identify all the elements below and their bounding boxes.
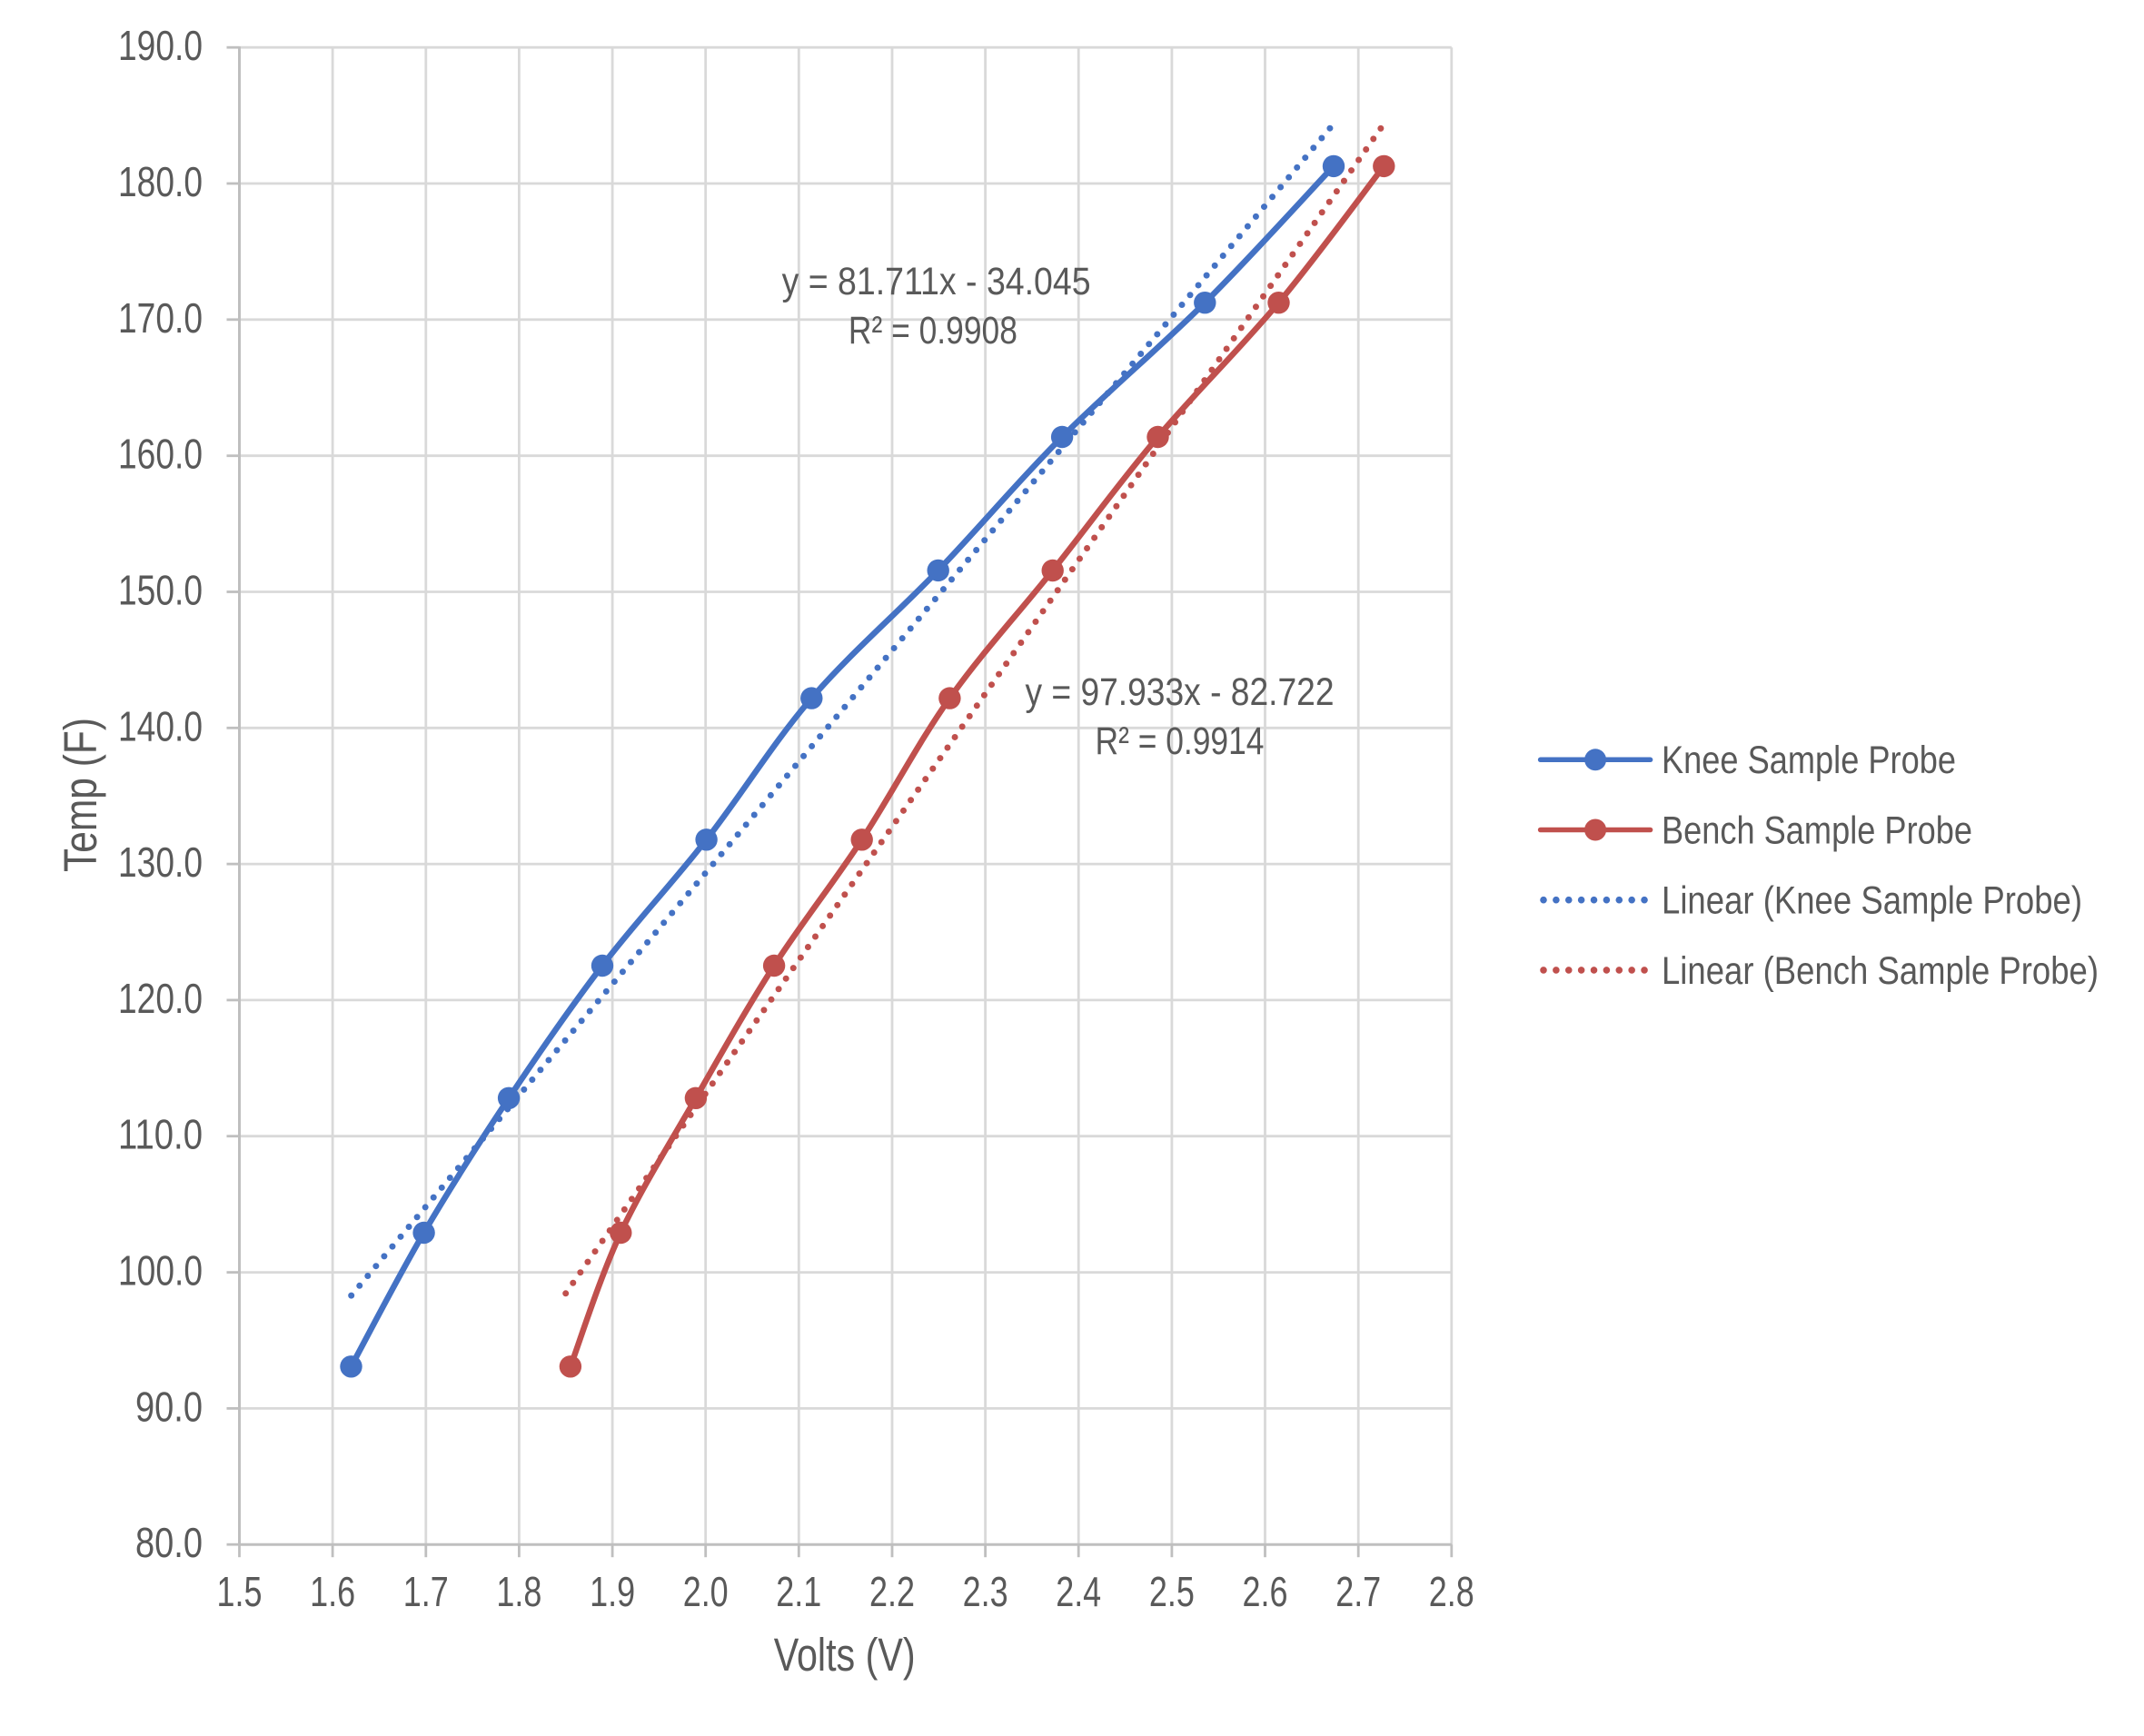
svg-text:y = 81.711x - 34.045: y = 81.711x - 34.045 bbox=[782, 260, 1091, 303]
svg-text:Temp (F): Temp (F) bbox=[55, 718, 106, 872]
svg-text:190.0: 190.0 bbox=[118, 22, 203, 69]
svg-text:2.8: 2.8 bbox=[1429, 1568, 1474, 1615]
svg-text:120.0: 120.0 bbox=[118, 975, 203, 1022]
svg-text:Knee Sample Probe: Knee Sample Probe bbox=[1662, 739, 1956, 782]
svg-text:160.0: 160.0 bbox=[118, 431, 203, 478]
svg-text:Volts (V): Volts (V) bbox=[774, 1629, 916, 1681]
svg-text:1.7: 1.7 bbox=[403, 1568, 449, 1615]
svg-text:1.6: 1.6 bbox=[310, 1568, 355, 1615]
svg-text:180.0: 180.0 bbox=[118, 158, 203, 205]
svg-text:y = 97.933x - 82.722: y = 97.933x - 82.722 bbox=[1026, 670, 1335, 714]
svg-text:2.5: 2.5 bbox=[1149, 1568, 1195, 1615]
svg-text:100.0: 100.0 bbox=[118, 1247, 203, 1295]
svg-text:130.0: 130.0 bbox=[118, 838, 203, 886]
svg-text:150.0: 150.0 bbox=[118, 567, 203, 614]
svg-text:1.8: 1.8 bbox=[496, 1568, 541, 1615]
svg-text:Bench Sample Probe: Bench Sample Probe bbox=[1662, 808, 1972, 852]
svg-text:2.6: 2.6 bbox=[1243, 1568, 1288, 1615]
svg-text:170.0: 170.0 bbox=[118, 294, 203, 342]
svg-text:Linear (Knee Sample Probe): Linear (Knee Sample Probe) bbox=[1662, 879, 2082, 923]
svg-text:80.0: 80.0 bbox=[135, 1519, 203, 1566]
svg-text:Linear (Bench Sample Probe): Linear (Bench Sample Probe) bbox=[1662, 949, 2099, 993]
svg-text:2.3: 2.3 bbox=[963, 1568, 1008, 1615]
svg-text:2.4: 2.4 bbox=[1056, 1568, 1101, 1615]
svg-text:2.7: 2.7 bbox=[1335, 1568, 1381, 1615]
svg-text:R² = 0.9914: R² = 0.9914 bbox=[1096, 719, 1265, 763]
svg-text:2.2: 2.2 bbox=[869, 1568, 915, 1615]
svg-text:1.9: 1.9 bbox=[590, 1568, 635, 1615]
svg-text:R² = 0.9908: R² = 0.9908 bbox=[849, 309, 1017, 352]
svg-text:140.0: 140.0 bbox=[118, 702, 203, 749]
svg-text:110.0: 110.0 bbox=[118, 1111, 203, 1158]
svg-text:90.0: 90.0 bbox=[135, 1383, 203, 1430]
svg-text:2.0: 2.0 bbox=[683, 1568, 729, 1615]
svg-text:2.1: 2.1 bbox=[776, 1568, 821, 1615]
svg-text:1.5: 1.5 bbox=[217, 1568, 263, 1615]
